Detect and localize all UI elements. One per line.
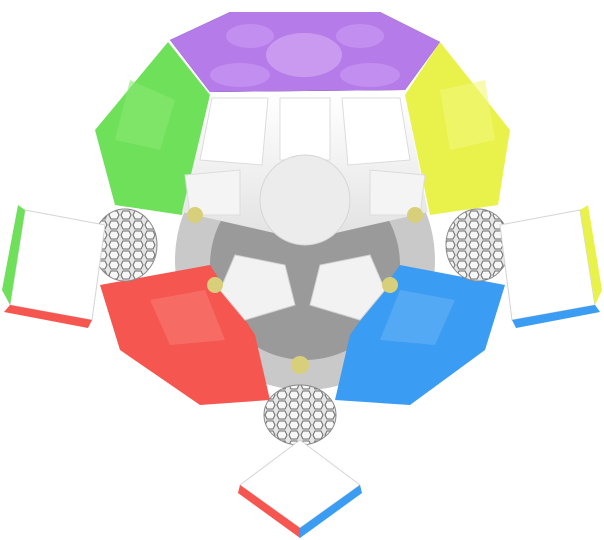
lower-white-pieces <box>187 207 423 374</box>
green-face <box>95 42 210 215</box>
yellow-face <box>405 42 510 215</box>
blue-face <box>335 265 505 405</box>
exploded-piece-bottom <box>238 384 362 538</box>
exploded-piece-right <box>445 205 602 328</box>
purple-face <box>170 12 440 92</box>
white-face <box>182 95 428 246</box>
red-face <box>100 265 270 405</box>
exploded-piece-left <box>2 205 158 328</box>
